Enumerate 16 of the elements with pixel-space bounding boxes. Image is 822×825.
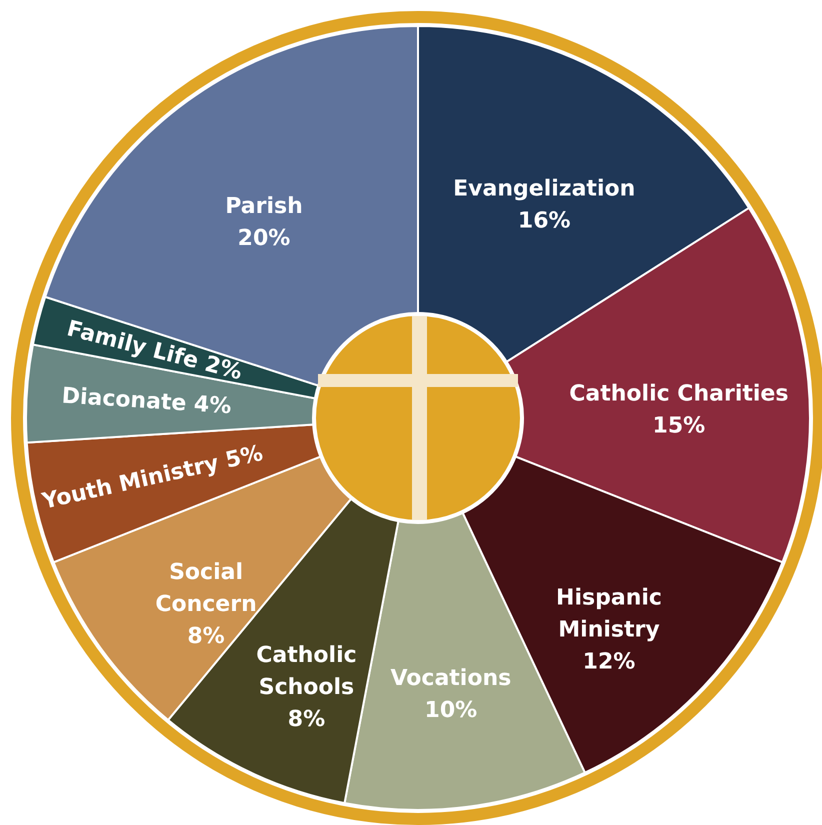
- data-label: 8%: [288, 707, 326, 732]
- slice-label: Evangelization: [453, 176, 636, 202]
- slice-label: Diaconate 4%: [61, 384, 232, 420]
- slice-label: Vocations: [390, 666, 512, 691]
- slice-label: Parish: [225, 194, 303, 220]
- data-label: 12%: [582, 649, 636, 674]
- data-label: 15%: [652, 413, 706, 438]
- slice-label: Catholic Charities: [569, 381, 788, 406]
- data-label: 20%: [238, 226, 290, 252]
- slice-label: Catholic Schools: [256, 643, 357, 700]
- slice-label: Youth Ministry 5%: [39, 441, 266, 515]
- slice-label: Hispanic Ministry: [556, 585, 662, 642]
- data-label: 16%: [518, 208, 571, 234]
- data-label: 8%: [187, 624, 225, 649]
- slice-label: Social Concern: [155, 560, 257, 617]
- data-label: 10%: [424, 698, 478, 723]
